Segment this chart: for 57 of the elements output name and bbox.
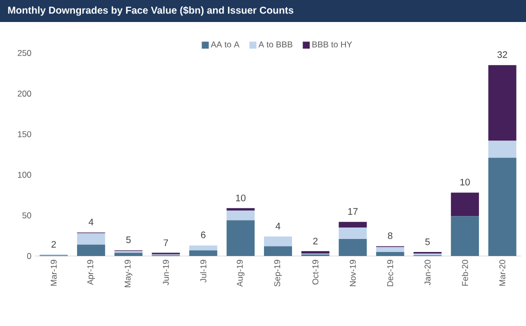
x-tick-label: Jan-20 [424, 260, 431, 286]
bar [376, 252, 404, 256]
x-tick-label: Dec-19 [387, 260, 394, 286]
bar [264, 236, 292, 246]
bar [338, 222, 367, 228]
annotation: 4 [88, 218, 94, 226]
y-tick-label: 150 [18, 131, 32, 138]
bar [226, 220, 255, 256]
bar [226, 210, 255, 220]
chart-title: Monthly Downgrades by Face Value ($bn) and Issuer Counts [8, 6, 294, 16]
x-tick-label: Sep-19 [274, 260, 282, 286]
annotation: 5 [126, 236, 131, 244]
bar [338, 228, 367, 239]
y-tick-label: 50 [22, 212, 32, 218]
y-tick-label: 100 [18, 172, 32, 178]
annotation: 2 [52, 240, 56, 248]
x-tick-label: May-19 [124, 260, 132, 288]
bar [488, 158, 516, 256]
bar [338, 238, 367, 256]
annotation: 10 [236, 194, 246, 202]
bar [264, 246, 292, 256]
x-tick-label: Aug-19 [236, 260, 244, 287]
annotation: 6 [201, 232, 206, 238]
legend-label: BBB to HY [312, 41, 352, 48]
x-tick-label: Nov-19 [350, 260, 356, 286]
annotation: 10 [460, 178, 470, 186]
annotation: 7 [164, 239, 168, 246]
bar [301, 251, 330, 254]
bar [114, 252, 142, 256]
y-tick-label: 0 [27, 253, 32, 259]
bar [376, 247, 404, 252]
x-tick-label: Mar-20 [499, 260, 506, 286]
y-tick-label: 200 [18, 90, 32, 97]
bar [189, 250, 218, 256]
x-tick-label: Mar-19 [50, 260, 57, 286]
y-tick-label: 250 [18, 50, 32, 56]
annotation: 8 [388, 232, 392, 240]
legend-label: A to BBB [258, 41, 292, 48]
bar [450, 216, 479, 256]
bar [77, 244, 106, 256]
x-tick-label: Oct-19 [312, 260, 318, 285]
bar [488, 140, 516, 158]
x-tick-label: Feb-20 [462, 260, 468, 286]
x-tick-label: Jul-19 [200, 260, 206, 282]
bar [226, 208, 255, 211]
bar [488, 65, 516, 141]
annotation: 32 [497, 51, 508, 58]
annotation: 4 [276, 222, 280, 230]
bar [450, 192, 479, 216]
annotation: 2 [313, 238, 318, 244]
annotation: 17 [348, 208, 358, 215]
x-tick-label: Jun-19 [162, 260, 169, 286]
bar [77, 233, 106, 245]
annotation: 5 [425, 238, 430, 246]
legend-label: AA to A [210, 41, 240, 48]
x-tick-label: Apr-19 [87, 260, 95, 285]
bar [189, 245, 218, 250]
